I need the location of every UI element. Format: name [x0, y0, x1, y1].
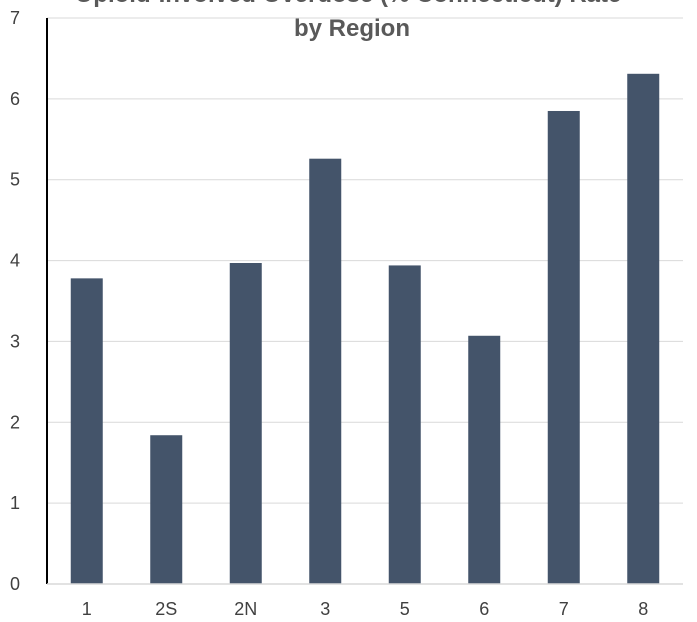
bar-2S	[150, 435, 183, 584]
x-tick-label: 7	[559, 599, 569, 619]
x-tick-labels: 1 2S 2N 3 5 6 7 8	[82, 599, 649, 619]
y-tick-label: 2	[10, 412, 20, 432]
x-tick-label: 2S	[155, 599, 177, 619]
chart-title-line-1: Opioid-Involved Overdose (% Connecticut)…	[75, 0, 622, 8]
bars	[70, 73, 660, 585]
x-tick-label: 2N	[234, 599, 257, 619]
x-tick-label: 8	[638, 599, 648, 619]
bar-1	[70, 278, 103, 584]
x-tick-label: 3	[320, 599, 330, 619]
x-tick-label: 1	[82, 599, 92, 619]
y-tick-label: 4	[10, 251, 20, 271]
chart-title-line-2: by Region	[294, 15, 410, 42]
axes	[46, 18, 683, 585]
y-tick-label: 6	[10, 89, 20, 109]
y-tick-label: 0	[10, 574, 20, 594]
bar-5	[388, 265, 421, 584]
bar-8	[627, 73, 660, 584]
gridlines	[47, 17, 683, 504]
y-tick-label: 3	[10, 331, 20, 351]
x-tick-label: 6	[479, 599, 489, 619]
bar-2N	[229, 262, 262, 584]
x-tick-label: 5	[400, 599, 410, 619]
y-tick-label: 7	[10, 8, 20, 28]
bar-6	[468, 335, 501, 584]
y-tick-label: 1	[10, 493, 20, 513]
chart-title: Opioid-Involved Overdose (% Connecticut)…	[75, 0, 622, 42]
bar-7	[547, 110, 580, 584]
bar-3	[309, 158, 342, 585]
y-tick-label: 5	[10, 170, 20, 190]
y-tick-labels: 0 1 2 3 4 5 6 7	[10, 8, 20, 594]
